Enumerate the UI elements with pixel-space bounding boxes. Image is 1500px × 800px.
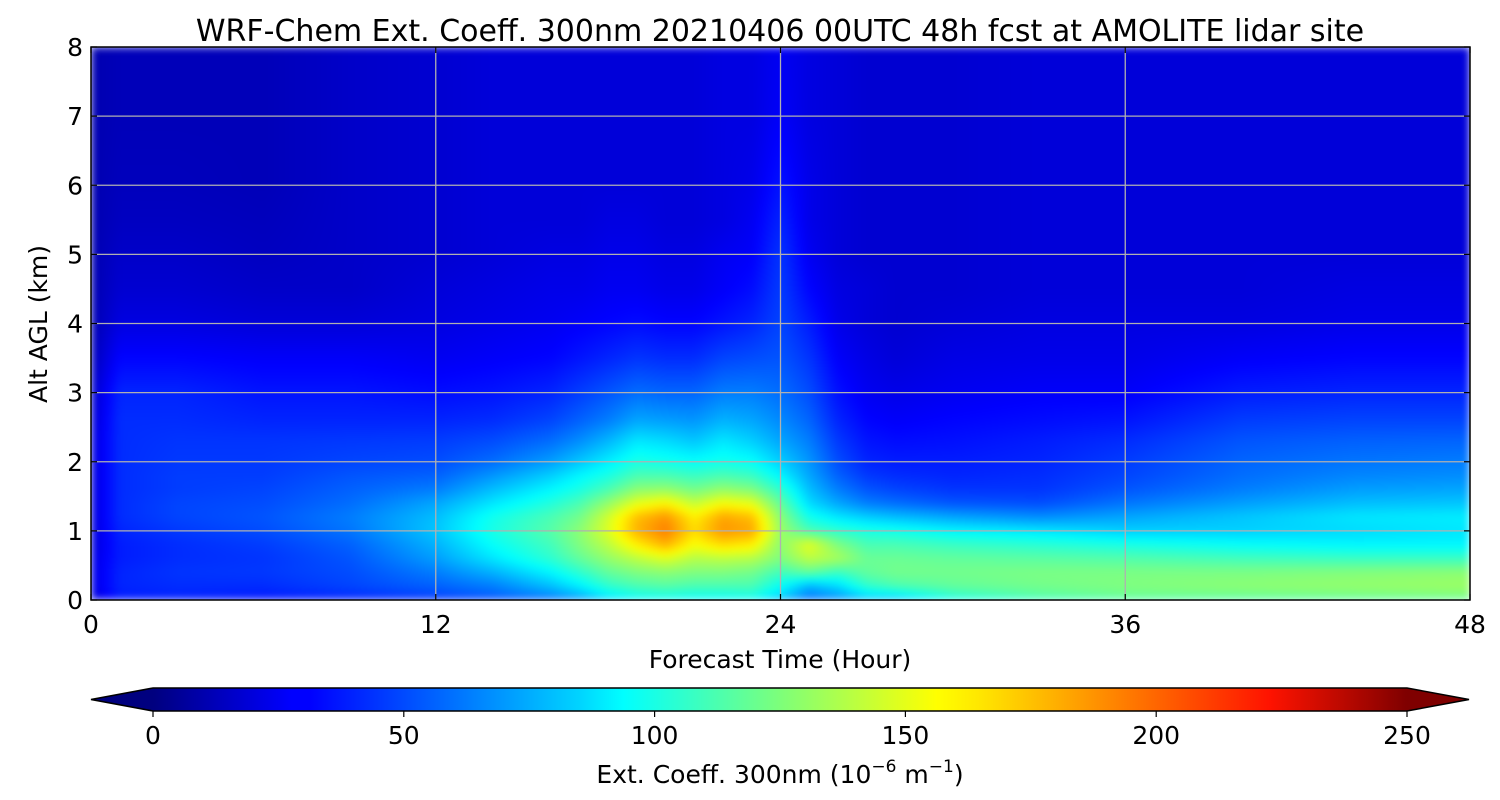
colorbar-label-mid: m (896, 760, 928, 789)
x-tick-label: 0 (83, 610, 99, 639)
colorbar-label-exponent-2: −1 (929, 757, 954, 777)
colorbar-ticks: 0 50 100 150 200 250 (145, 711, 1431, 750)
x-tick-label: 48 (1454, 610, 1486, 639)
chart-title: WRF-Chem Ext. Coeff. 300nm 20210406 00UT… (196, 14, 1364, 49)
y-tick-label: 5 (67, 240, 83, 269)
y-tick-label: 2 (67, 448, 83, 477)
x-tick-label: 24 (765, 610, 797, 639)
x-tick-label: 12 (420, 610, 452, 639)
colorbar-label: Ext. Coeff. 300nm (10−6 m−1) (596, 757, 963, 789)
colorbar-tick-label: 50 (388, 721, 420, 750)
y-tick-label: 4 (67, 310, 83, 339)
colorbar-label-main: Ext. Coeff. 300nm (10 (596, 760, 871, 789)
colorbar-high-extension (1407, 688, 1469, 711)
colorbar-body (153, 688, 1407, 711)
y-tick-label: 7 (67, 102, 83, 131)
x-axis-label: Forecast Time (Hour) (649, 645, 912, 674)
colorbar-tick-label: 200 (1132, 721, 1180, 750)
y-tick-label: 6 (67, 171, 83, 200)
colorbar-label-exponent-1: −6 (871, 757, 896, 777)
colorbar: 0 50 100 150 200 250 (90, 687, 1470, 750)
x-tick-label: 36 (1109, 610, 1141, 639)
y-axis-label: Alt AGL (km) (24, 245, 53, 403)
y-tick-label: 0 (67, 586, 83, 615)
colorbar-tick-label: 0 (145, 721, 161, 750)
colorbar-tick-label: 150 (882, 721, 930, 750)
y-tick-label: 3 (67, 379, 83, 408)
colorbar-low-extension (91, 688, 153, 711)
y-tick-label: 8 (67, 33, 83, 62)
colorbar-label-end: ) (954, 760, 964, 789)
plot-grid (91, 47, 1470, 600)
colorbar-tick-label: 100 (631, 721, 679, 750)
colorbar-tick-label: 250 (1383, 721, 1431, 750)
y-tick-label: 1 (67, 517, 83, 546)
